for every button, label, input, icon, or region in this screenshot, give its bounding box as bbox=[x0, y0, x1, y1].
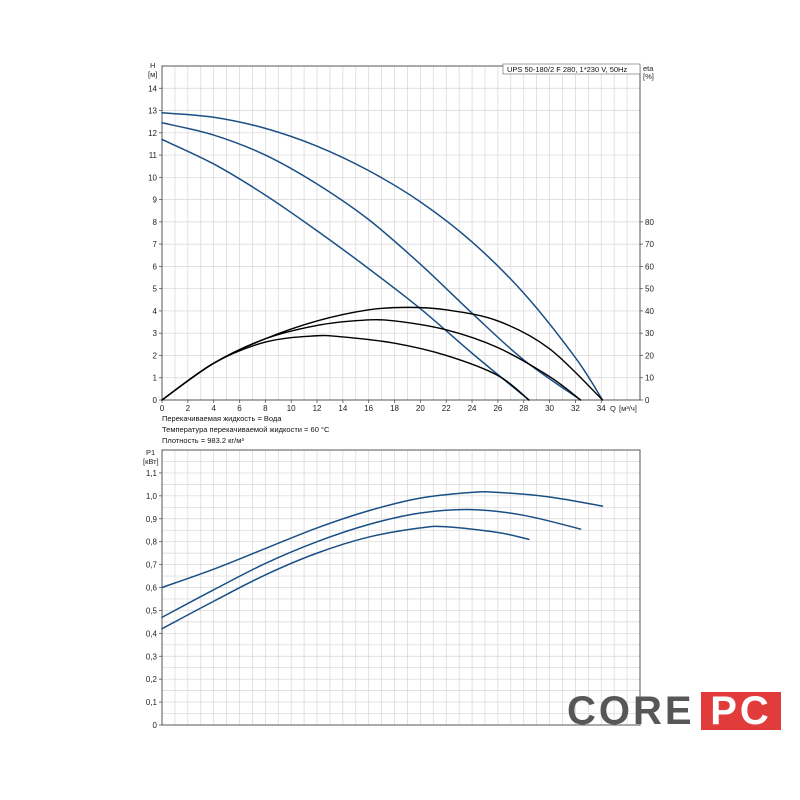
temperature-note: Температура перекачиваемой жидкости = 60… bbox=[162, 425, 330, 434]
y-tick-label: 0,6 bbox=[146, 584, 158, 593]
y2-tick-label: 80 bbox=[645, 218, 654, 227]
y2-tick-label: 40 bbox=[645, 307, 654, 316]
logo-pc-text: PC bbox=[701, 691, 781, 731]
y-tick-label: 0,2 bbox=[146, 675, 158, 684]
plot-area bbox=[162, 66, 640, 400]
y2-axis-label: eta bbox=[643, 64, 654, 73]
x-tick-label: 12 bbox=[313, 404, 322, 413]
head-efficiency-chart: 0 2 4 6 8 10 12 14 16 18 20 22 24 26 28 30 32 34012345678… bbox=[148, 61, 654, 413]
x-axis-label: Q bbox=[610, 404, 616, 413]
y-tick-label: 6 bbox=[153, 262, 158, 271]
model-title-box bbox=[502, 63, 641, 75]
x-tick-label: 28 bbox=[519, 404, 528, 413]
y-tick-label: 0,9 bbox=[146, 515, 158, 524]
efficiency-curve-6 bbox=[161, 334, 530, 401]
y-axis-label: H bbox=[150, 61, 155, 70]
head-curve-3 bbox=[161, 138, 530, 401]
y-tick-label: 3 bbox=[153, 329, 158, 338]
y-tick-label: 0,5 bbox=[146, 606, 158, 615]
y-tick-label: 14 bbox=[148, 84, 157, 93]
x-tick-label: 10 bbox=[287, 404, 296, 413]
x-tick-label: 32 bbox=[571, 404, 580, 413]
x-tick-label: 26 bbox=[493, 404, 502, 413]
x-tick-label: 34 bbox=[597, 404, 606, 413]
head-curve-1 bbox=[161, 112, 604, 401]
x-tick-label: 6 bbox=[237, 404, 242, 413]
x-tick-label: 20 bbox=[416, 404, 425, 413]
y-axis-unit: [кВт] bbox=[143, 457, 159, 466]
x-tick-label: 16 bbox=[364, 404, 373, 413]
y2-tick-label: 30 bbox=[645, 329, 654, 338]
y-tick-label: 11 bbox=[149, 151, 158, 160]
logo-core-text: CORE bbox=[567, 689, 695, 733]
y-tick-label: 9 bbox=[153, 196, 158, 205]
x-tick-label: 2 bbox=[186, 404, 191, 413]
y-tick-label: 2 bbox=[153, 351, 158, 360]
x-tick-label: 22 bbox=[442, 404, 451, 413]
x-tick-label: 0 bbox=[160, 404, 165, 413]
x-tick-label: 24 bbox=[468, 404, 477, 413]
y-tick-label: 0 bbox=[153, 396, 158, 405]
y-tick-label: 1 bbox=[153, 374, 158, 383]
y-tick-label: 13 bbox=[148, 107, 157, 116]
power-curve-1 bbox=[161, 491, 604, 589]
density-note: Плотность = 983.2 кг/м³ bbox=[162, 436, 244, 445]
y2-axis-unit: [%] bbox=[643, 72, 654, 81]
x-tick-label: 4 bbox=[211, 404, 216, 413]
power-chart: 0 0,1 0,2 0,3 0,4 0,5 0,6 0,7 0,8 0,9 1,0 1,1 P1[кВт… bbox=[143, 448, 641, 730]
y-tick-label: 0 bbox=[153, 721, 158, 730]
liquid-note: Перекачиваемая жидкость = Вода bbox=[162, 414, 282, 423]
y-tick-label: 0,8 bbox=[146, 538, 158, 547]
y2-tick-label: 70 bbox=[645, 240, 654, 249]
efficiency-curve-5 bbox=[161, 319, 582, 401]
y-tick-label: 7 bbox=[153, 240, 158, 249]
y-axis-unit: [м] bbox=[148, 70, 157, 79]
y2-tick-label: 10 bbox=[645, 374, 654, 383]
power-curve-2 bbox=[161, 508, 582, 619]
y-tick-label: 12 bbox=[148, 129, 157, 138]
y-tick-label: 0,7 bbox=[146, 561, 158, 570]
y-tick-label: 1,0 bbox=[146, 492, 158, 501]
power-curve-3 bbox=[161, 525, 530, 630]
y-tick-label: 8 bbox=[153, 218, 158, 227]
model-title: UPS 50-180/2 F 280, 1*230 V, 50Hz bbox=[507, 65, 627, 74]
y-tick-label: 0,4 bbox=[146, 629, 158, 638]
y-tick-label: 0,3 bbox=[146, 652, 158, 661]
y2-tick-label: 0 bbox=[645, 396, 650, 405]
x-tick-label: 14 bbox=[338, 404, 347, 413]
x-axis-unit: [м³/ч] bbox=[619, 404, 637, 413]
y-tick-label: 10 bbox=[148, 173, 157, 182]
y2-tick-label: 20 bbox=[645, 351, 654, 360]
x-tick-label: 8 bbox=[263, 404, 268, 413]
head-curve-2 bbox=[161, 122, 582, 401]
x-tick-label: 30 bbox=[545, 404, 554, 413]
y-tick-label: 5 bbox=[153, 285, 158, 294]
plot-frame bbox=[161, 65, 641, 401]
y-tick-label: 0,1 bbox=[146, 698, 158, 707]
y-tick-label: 4 bbox=[153, 307, 158, 316]
y2-tick-label: 60 bbox=[645, 262, 654, 271]
x-tick-label: 18 bbox=[390, 404, 399, 413]
corepc-logo: CORE PC bbox=[567, 689, 781, 733]
y2-tick-label: 50 bbox=[645, 285, 654, 294]
y-axis-label: P1 bbox=[146, 448, 155, 457]
y-tick-label: 1,1 bbox=[146, 469, 158, 478]
